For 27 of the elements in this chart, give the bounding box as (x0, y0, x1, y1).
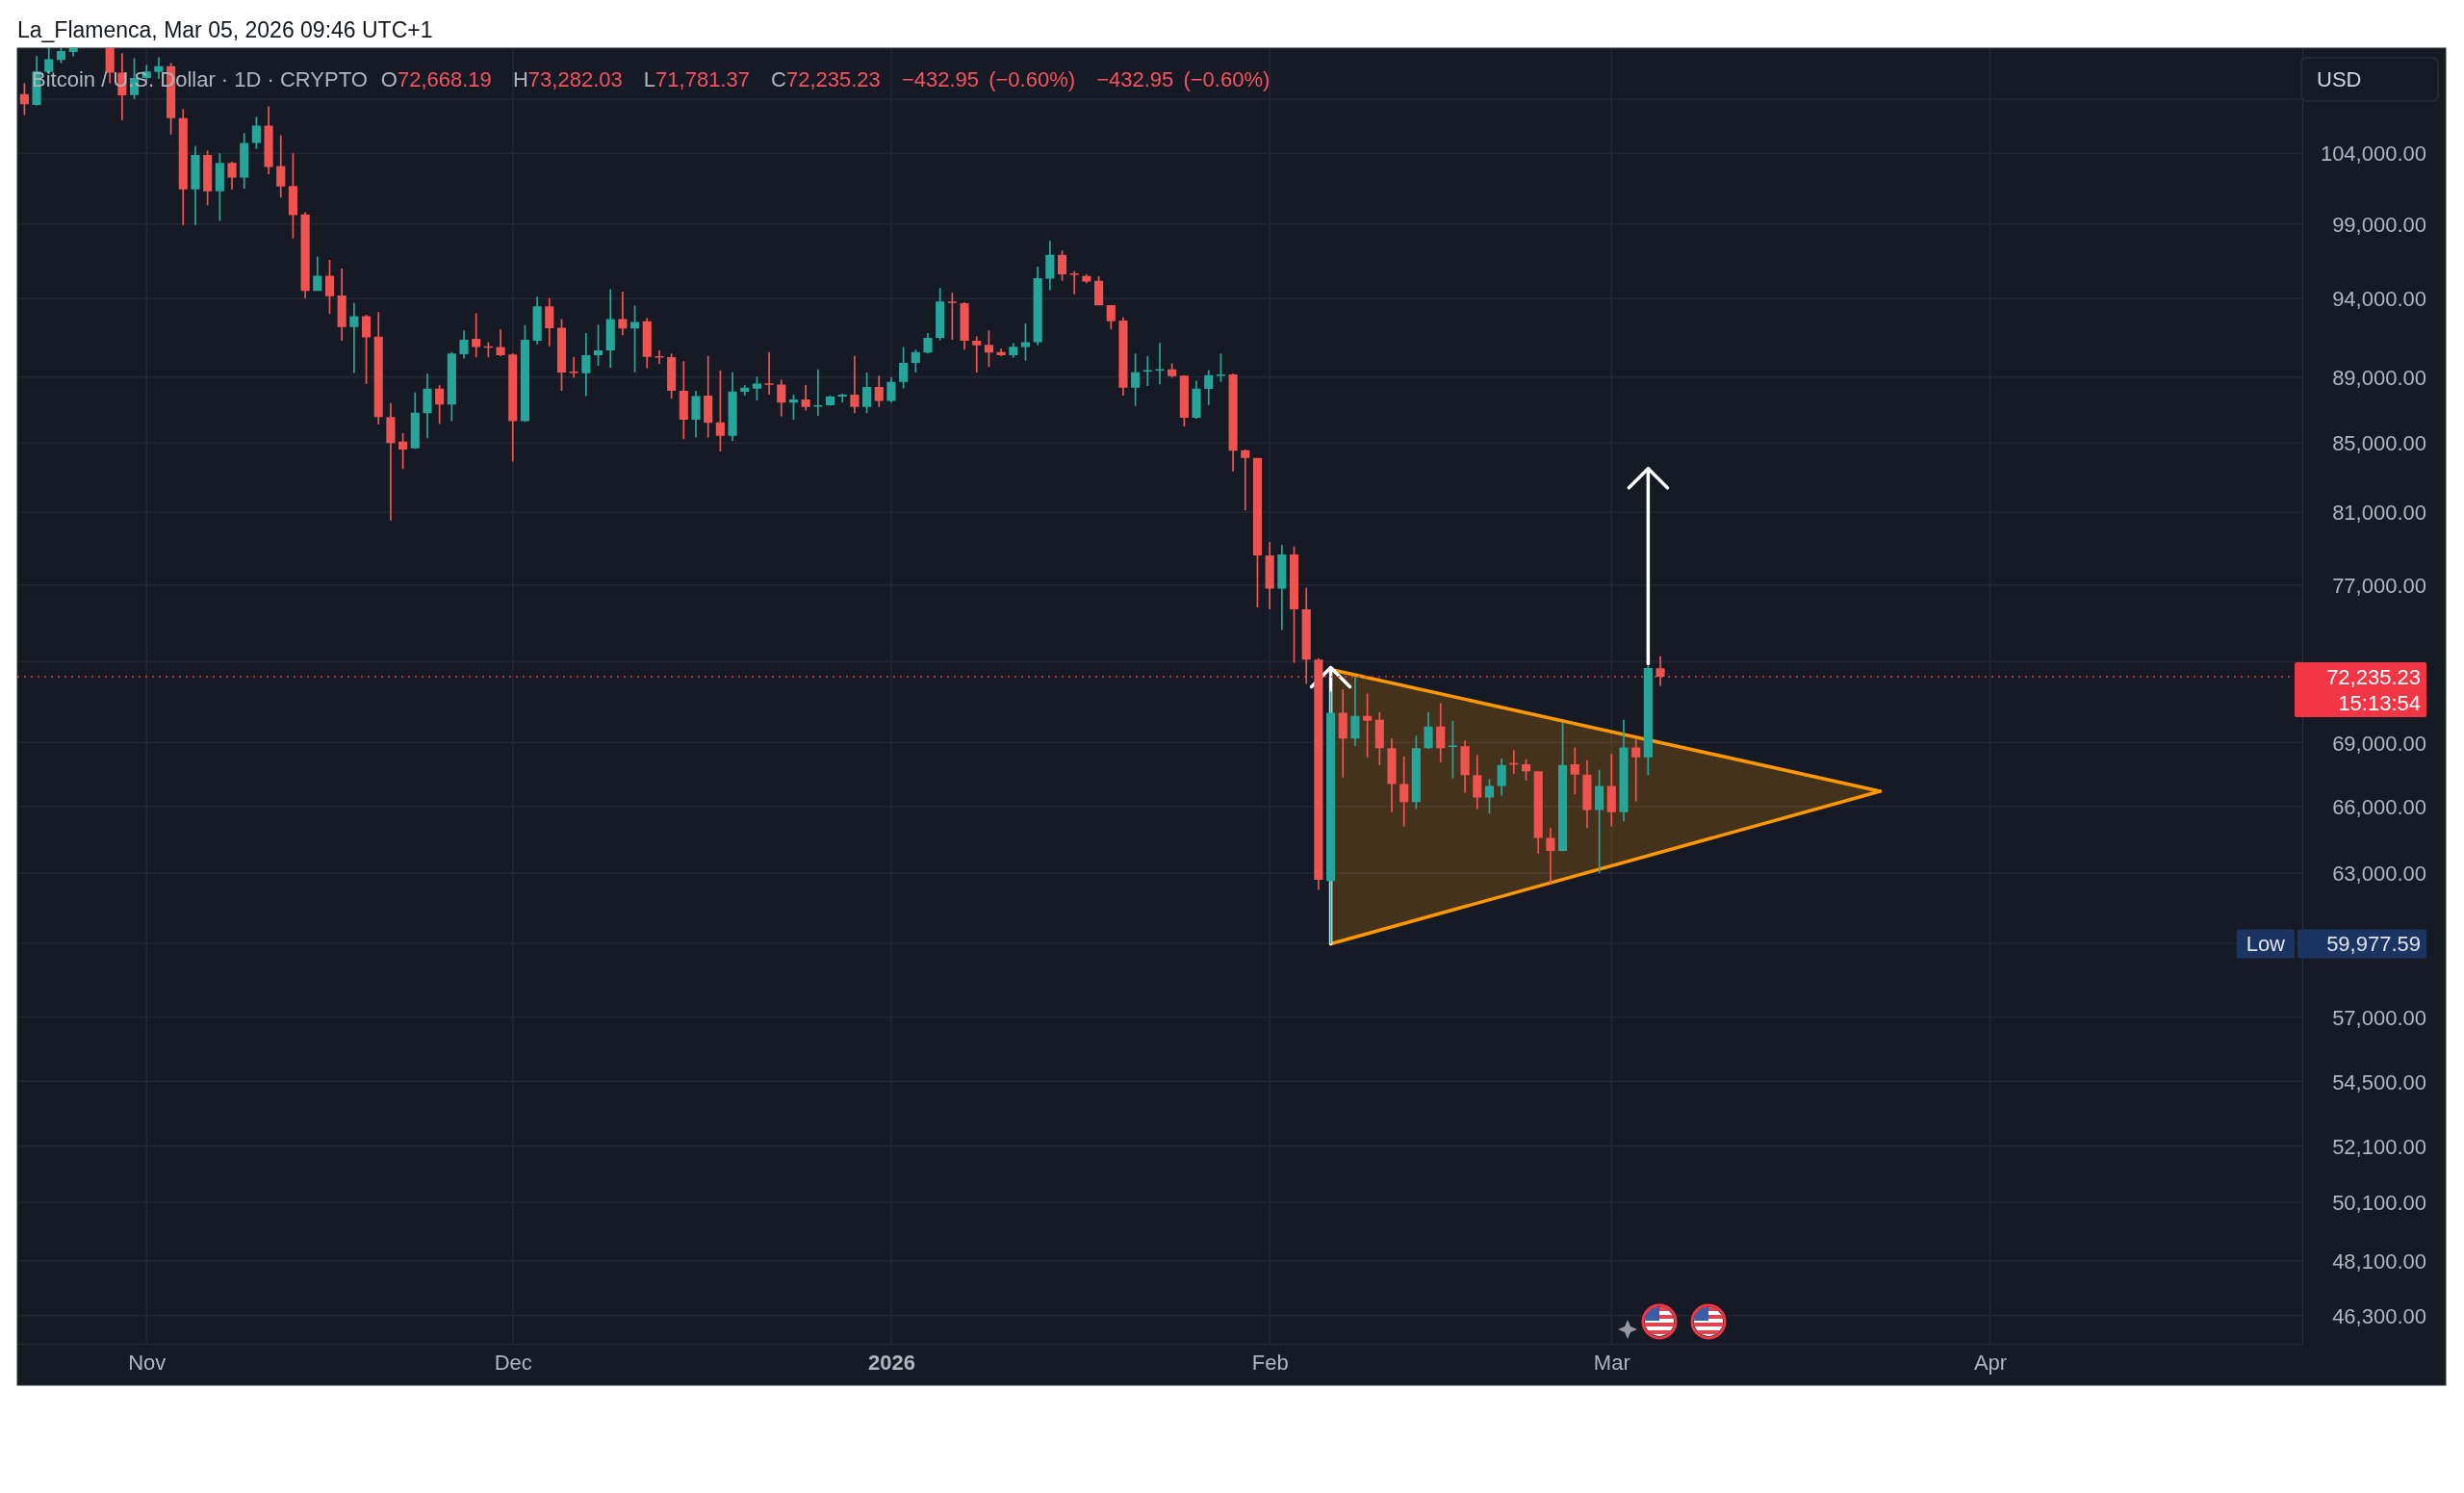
x-tick-label: Dec (494, 1350, 532, 1375)
y-tick-label: 85,000.00 (2332, 431, 2426, 456)
y-tick-label: 57,000.00 (2332, 1005, 2426, 1030)
y-tick-label: 104,000.00 (2320, 142, 2426, 167)
ref-line-label: 72,235.23 15:13:54 (2326, 664, 2421, 715)
y-tick-label: 77,000.00 (2332, 573, 2426, 598)
y-tick-label: 54,500.00 (2332, 1069, 2426, 1094)
x-tick-label: Apr (1973, 1350, 2008, 1375)
x-tick-label: Mar (1593, 1350, 1630, 1375)
y-tick-label: 50,100.00 (2332, 1191, 2426, 1216)
text: Low 59,977.59 (2246, 932, 2421, 957)
x-tick-label: 2026 (867, 1350, 915, 1375)
y-tick-label: 46,300.00 (2332, 1303, 2426, 1328)
y-tick-label: 99,000.00 (2332, 212, 2426, 237)
x-tick-label: Nov (128, 1350, 167, 1375)
x-tick-label: Feb (1251, 1350, 1289, 1375)
text: O72,668.19 H73,282.03 L71,781.37 C72,235.23 −432.95 (−0.60%) −432.95 (−0.60%) (380, 66, 1270, 91)
y-tick-label: 89,000.00 (2332, 365, 2426, 390)
y-tick-label: 66,000.00 (2332, 794, 2426, 819)
y-tick-label: 48,100.00 (2332, 1249, 2426, 1274)
y-tick-label: 63,000.00 (2332, 862, 2426, 887)
y-tick-label: 52,100.00 (2332, 1134, 2426, 1159)
y-tick-label: 69,000.00 (2332, 731, 2426, 756)
text: La_Flamenca, Mar 05, 2026 09:46 UTC+1 (17, 17, 433, 43)
y-tick-label: 94,000.00 (2332, 287, 2426, 312)
y-tick-label: 81,000.00 (2332, 501, 2426, 526)
y-axis-title: USD (2317, 67, 2362, 92)
